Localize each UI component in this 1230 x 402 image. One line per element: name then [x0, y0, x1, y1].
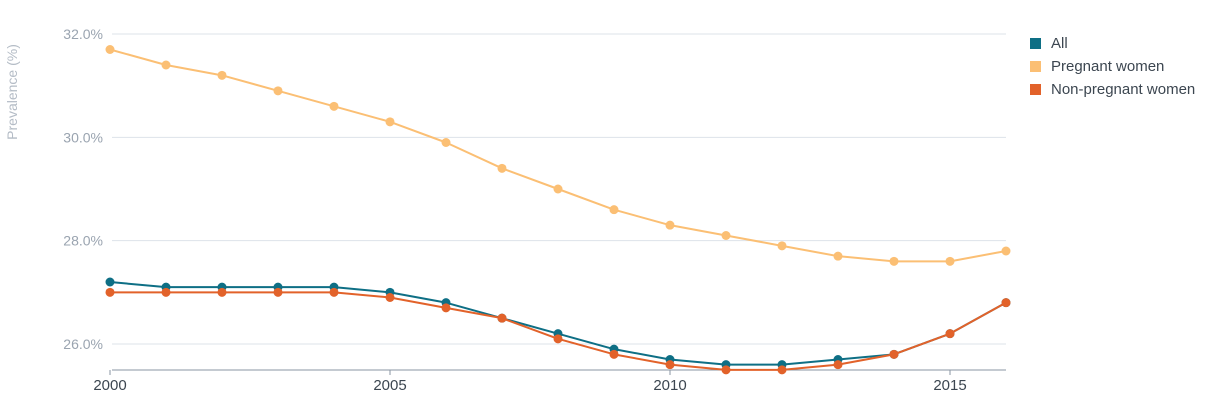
data-point-pregnant-women[interactable]: [1001, 246, 1011, 256]
data-point-pregnant-women[interactable]: [945, 256, 955, 266]
x-tick-label: 2010: [653, 377, 686, 394]
legend-item-all[interactable]: All: [1030, 32, 1195, 55]
data-point-all[interactable]: [105, 277, 115, 287]
y-tick-label: 30.0%: [63, 129, 103, 145]
data-point-non-pregnant-women[interactable]: [721, 365, 731, 375]
x-tick-label: 2005: [373, 377, 406, 394]
data-point-non-pregnant-women[interactable]: [273, 287, 283, 297]
data-point-pregnant-women[interactable]: [217, 70, 227, 80]
legend: All Pregnant women Non-pregnant women: [1030, 32, 1195, 101]
data-point-pregnant-women[interactable]: [441, 138, 451, 147]
data-point-non-pregnant-women[interactable]: [105, 287, 115, 297]
data-point-non-pregnant-women[interactable]: [385, 293, 395, 302]
legend-item-pregnant-women[interactable]: Pregnant women: [1030, 55, 1195, 78]
data-point-pregnant-women[interactable]: [105, 45, 115, 54]
series-layer: [105, 45, 1011, 375]
data-point-pregnant-women[interactable]: [889, 256, 899, 266]
data-point-pregnant-women[interactable]: [161, 60, 171, 70]
data-point-non-pregnant-women[interactable]: [329, 287, 339, 297]
legend-label: Pregnant women: [1051, 58, 1165, 75]
series-non-pregnant-women: [105, 287, 1011, 375]
data-point-non-pregnant-women[interactable]: [497, 313, 507, 323]
data-point-pregnant-women[interactable]: [385, 117, 395, 127]
y-tick-label: 28.0%: [63, 233, 103, 249]
series-line-pregnant-women: [109, 48, 1007, 263]
data-point-pregnant-women[interactable]: [609, 205, 619, 215]
y-axis-title: Prevalence (%): [4, 44, 20, 140]
legend-label: All: [1051, 35, 1068, 52]
data-point-pregnant-women[interactable]: [833, 251, 843, 261]
data-point-non-pregnant-women[interactable]: [441, 303, 451, 313]
x-axis-tick-labels: 2000 2005 2010 2015: [93, 377, 966, 394]
series-all: [105, 277, 1011, 370]
data-point-non-pregnant-women[interactable]: [889, 349, 899, 359]
legend-swatch: [1030, 61, 1041, 72]
data-point-non-pregnant-women[interactable]: [217, 287, 227, 297]
data-point-pregnant-women[interactable]: [273, 86, 283, 96]
data-point-non-pregnant-women[interactable]: [161, 287, 171, 297]
data-point-non-pregnant-women[interactable]: [833, 360, 843, 370]
data-point-pregnant-women[interactable]: [777, 241, 787, 251]
data-point-pregnant-women[interactable]: [553, 184, 563, 194]
data-point-non-pregnant-women[interactable]: [777, 365, 787, 375]
legend-label: Non-pregnant women: [1051, 81, 1196, 98]
data-point-non-pregnant-women[interactable]: [553, 334, 563, 344]
data-point-non-pregnant-women[interactable]: [609, 349, 619, 359]
data-point-non-pregnant-women[interactable]: [1001, 298, 1011, 308]
y-tick-label: 32.0%: [63, 26, 103, 42]
data-point-pregnant-women[interactable]: [665, 220, 675, 230]
y-axis-tick-labels: 26.0% 28.0% 30.0% 32.0%: [63, 26, 103, 352]
y-tick-label: 26.0%: [63, 336, 103, 352]
x-tick-label: 2000: [93, 377, 126, 394]
x-axis-ticks: [109, 370, 951, 375]
data-point-non-pregnant-women[interactable]: [665, 360, 675, 370]
grid-lines: [112, 33, 1006, 345]
series-line-all: [109, 281, 1007, 366]
data-point-pregnant-women[interactable]: [721, 231, 731, 240]
series-pregnant-women: [105, 45, 1011, 266]
legend-swatch: [1030, 84, 1041, 95]
data-point-pregnant-women[interactable]: [497, 163, 507, 173]
data-point-non-pregnant-women[interactable]: [945, 329, 955, 339]
legend-item-non-pregnant-women[interactable]: Non-pregnant women: [1030, 78, 1195, 101]
data-point-pregnant-women[interactable]: [329, 101, 339, 111]
x-tick-label: 2015: [933, 377, 966, 394]
legend-swatch: [1030, 38, 1041, 49]
